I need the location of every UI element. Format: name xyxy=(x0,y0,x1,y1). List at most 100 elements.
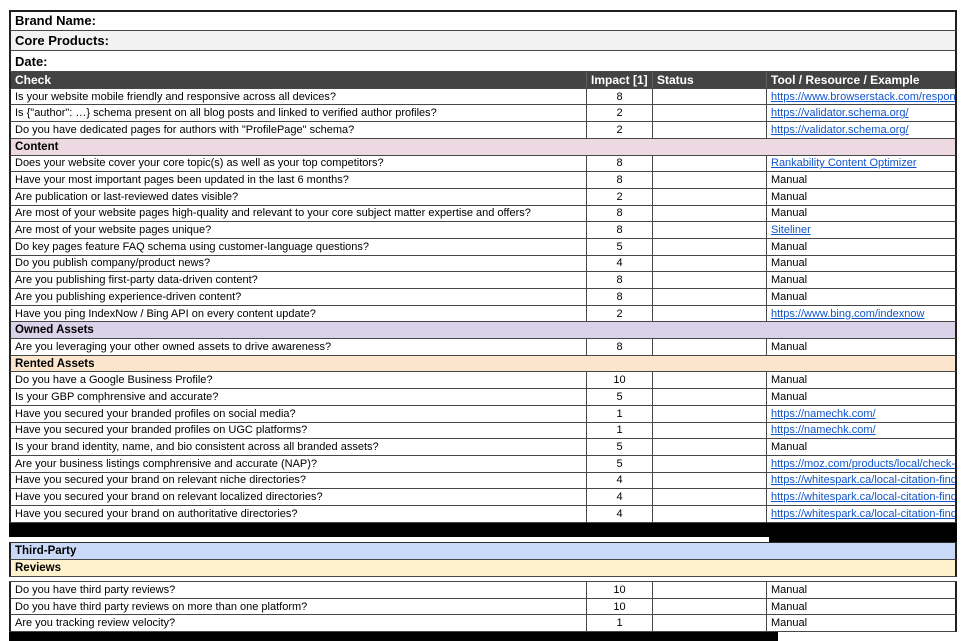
status-cell[interactable] xyxy=(653,105,767,122)
status-cell[interactable] xyxy=(653,272,767,288)
check-cell[interactable]: Is your GBP comphrensive and accurate? xyxy=(11,389,587,405)
tool-cell[interactable]: Manual xyxy=(767,439,955,455)
tool-cell[interactable]: Manual xyxy=(767,339,955,355)
tool-cell[interactable]: https://whitespark.ca/local-citation-fin… xyxy=(767,506,955,522)
check-cell[interactable]: Is {"author": …} schema present on all b… xyxy=(11,105,587,122)
check-cell[interactable]: Have you secured your branded profiles o… xyxy=(11,422,587,439)
impact-cell[interactable]: 4 xyxy=(587,472,653,489)
check-cell[interactable]: Are publication or last-reviewed dates v… xyxy=(11,188,587,205)
impact-cell[interactable]: 1 xyxy=(587,615,653,632)
check-cell[interactable]: Do you publish company/product news? xyxy=(11,255,587,272)
check-cell[interactable]: Have you secured your brand on relevant … xyxy=(11,472,587,489)
impact-column-header[interactable]: Impact [1] xyxy=(587,72,653,88)
tool-cell[interactable]: Rankability Content Optimizer xyxy=(767,156,955,172)
tool-link[interactable]: https://www.browserstack.com/respons xyxy=(771,90,955,103)
tool-column-header[interactable]: Tool / Resource / Example xyxy=(771,72,920,87)
check-cell[interactable]: Have you secured your brand on authorita… xyxy=(11,505,587,522)
tool-link[interactable]: https://validator.schema.org/ xyxy=(771,107,909,120)
tool-link[interactable]: https://whitespark.ca/local-citation-fin… xyxy=(771,491,955,504)
impact-cell[interactable]: 5 xyxy=(587,455,653,472)
impact-cell[interactable]: 5 xyxy=(587,238,653,255)
status-cell[interactable] xyxy=(653,422,767,439)
check-cell[interactable]: Have you secured your brand on relevant … xyxy=(11,489,587,505)
check-cell[interactable]: Is your brand identity, name, and bio co… xyxy=(11,439,587,455)
tool-link[interactable]: https://moz.com/products/local/check-lis xyxy=(771,457,955,470)
status-cell[interactable] xyxy=(653,205,767,222)
impact-cell[interactable]: 8 xyxy=(587,222,653,238)
tool-link[interactable]: https://whitespark.ca/local-citation-fin… xyxy=(771,507,955,520)
status-cell[interactable] xyxy=(653,172,767,188)
tool-cell[interactable]: https://namechk.com/ xyxy=(767,406,955,422)
tool-cell[interactable]: Manual xyxy=(767,239,955,255)
impact-cell[interactable]: 10 xyxy=(587,582,653,598)
tool-link[interactable]: Rankability Content Optimizer xyxy=(771,157,917,170)
section-header-cell[interactable]: Owned Assets xyxy=(15,324,94,337)
tool-cell[interactable]: Manual xyxy=(767,289,955,305)
impact-cell[interactable]: 1 xyxy=(587,422,653,439)
status-cell[interactable] xyxy=(653,405,767,422)
tool-cell[interactable]: Manual xyxy=(767,206,955,222)
status-cell[interactable] xyxy=(653,472,767,489)
impact-cell[interactable]: 8 xyxy=(587,155,653,172)
tool-link[interactable]: https://namechk.com/ xyxy=(771,424,876,437)
impact-cell[interactable]: 8 xyxy=(587,339,653,355)
impact-cell[interactable]: 4 xyxy=(587,489,653,505)
status-cell[interactable] xyxy=(653,505,767,522)
impact-cell[interactable]: 5 xyxy=(587,389,653,405)
tool-link[interactable]: https://www.bing.com/indexnow xyxy=(771,307,925,320)
impact-cell[interactable]: 8 xyxy=(587,172,653,188)
impact-cell[interactable]: 2 xyxy=(587,188,653,205)
tool-cell[interactable]: Manual xyxy=(767,172,955,188)
check-cell[interactable]: Do key pages feature FAQ schema using cu… xyxy=(11,238,587,255)
tool-cell[interactable]: Manual xyxy=(767,599,955,615)
status-cell[interactable] xyxy=(653,188,767,205)
check-cell[interactable]: Are your business listings comphrensive … xyxy=(11,455,587,472)
status-cell[interactable] xyxy=(653,289,767,305)
status-cell[interactable] xyxy=(653,439,767,455)
status-cell[interactable] xyxy=(653,489,767,505)
impact-cell[interactable]: 10 xyxy=(587,598,653,615)
status-cell[interactable] xyxy=(653,339,767,355)
status-cell[interactable] xyxy=(653,582,767,598)
tool-cell[interactable]: https://www.bing.com/indexnow xyxy=(767,306,955,322)
tool-cell[interactable]: Manual xyxy=(767,272,955,288)
title-cell[interactable]: Date: xyxy=(15,53,48,69)
check-cell[interactable]: Is your website mobile friendly and resp… xyxy=(11,88,587,105)
title-cell[interactable]: Core Products: xyxy=(15,33,109,49)
section-header-cell[interactable]: Reviews xyxy=(15,561,62,574)
status-cell[interactable] xyxy=(653,455,767,472)
impact-cell[interactable]: 4 xyxy=(587,505,653,522)
tool-cell[interactable]: Manual xyxy=(767,256,955,272)
status-cell[interactable] xyxy=(653,598,767,615)
tool-cell[interactable]: Manual xyxy=(767,582,955,598)
status-cell[interactable] xyxy=(653,155,767,172)
check-cell[interactable]: Have you ping IndexNow / Bing API on eve… xyxy=(11,305,587,322)
tool-cell[interactable]: https://namechk.com/ xyxy=(767,423,955,439)
tool-cell[interactable]: https://whitespark.ca/local-citation-fin… xyxy=(767,473,955,489)
status-cell[interactable] xyxy=(653,615,767,632)
tool-cell[interactable]: Manual xyxy=(767,389,955,405)
check-cell[interactable]: Do you have third party reviews on more … xyxy=(11,598,587,615)
tool-cell[interactable]: Siteliner xyxy=(767,222,955,238)
section-header-cell[interactable]: Third-Party xyxy=(15,544,77,557)
impact-cell[interactable]: 8 xyxy=(587,272,653,288)
tool-link[interactable]: https://namechk.com/ xyxy=(771,407,876,420)
section-header-cell[interactable]: Content xyxy=(15,140,59,153)
tool-cell[interactable]: https://moz.com/products/local/check-lis xyxy=(767,456,955,472)
tool-link[interactable]: https://validator.schema.org/ xyxy=(771,123,909,136)
check-cell[interactable]: Are you publishing experience-driven con… xyxy=(11,289,587,305)
status-cell[interactable] xyxy=(653,238,767,255)
check-cell[interactable]: Are most of your website pages high-qual… xyxy=(11,205,587,222)
tool-cell[interactable]: https://validator.schema.org/ xyxy=(767,122,955,138)
status-cell[interactable] xyxy=(653,88,767,105)
tool-link[interactable]: Siteliner xyxy=(771,224,811,237)
check-cell[interactable]: Have your most important pages been upda… xyxy=(11,172,587,188)
tool-cell[interactable]: Manual xyxy=(767,189,955,205)
status-column-header[interactable]: Status xyxy=(653,72,767,88)
tool-cell[interactable]: https://validator.schema.org/ xyxy=(767,105,955,121)
check-column-header[interactable]: Check xyxy=(11,72,587,88)
status-cell[interactable] xyxy=(653,305,767,322)
impact-cell[interactable]: 1 xyxy=(587,405,653,422)
impact-cell[interactable]: 5 xyxy=(587,439,653,455)
check-cell[interactable]: Do you have a Google Business Profile? xyxy=(11,372,587,389)
